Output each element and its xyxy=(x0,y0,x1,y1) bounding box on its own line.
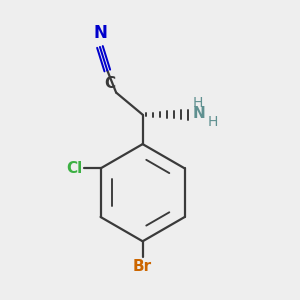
Text: Cl: Cl xyxy=(67,161,83,176)
Text: N: N xyxy=(93,24,107,42)
Text: N: N xyxy=(193,106,206,121)
Text: H: H xyxy=(193,97,203,110)
Text: H: H xyxy=(207,115,218,129)
Text: C: C xyxy=(104,76,115,91)
Text: Br: Br xyxy=(133,259,152,274)
